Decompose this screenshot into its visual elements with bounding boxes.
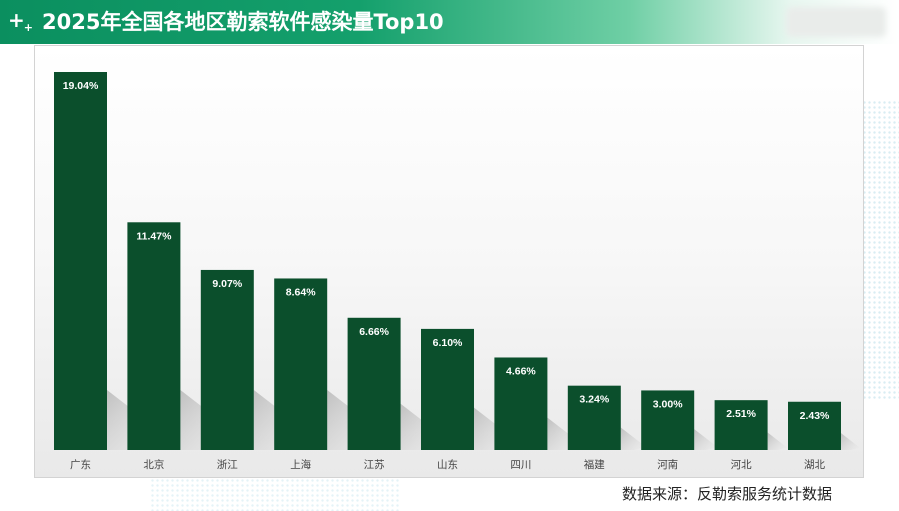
bar-shadow xyxy=(620,427,646,450)
data-source-note: 数据来源：反勒索服务统计数据 xyxy=(622,485,833,503)
bar-浙江 xyxy=(200,269,254,450)
bar-value-label: 3.24% xyxy=(579,394,609,406)
bar-shadow xyxy=(767,432,787,450)
bar-value-label: 2.51% xyxy=(726,408,756,420)
bar-value-label: 4.66% xyxy=(506,365,536,377)
bar-value-label: 19.04% xyxy=(63,80,99,92)
title-bar: ++ 2025年全国各地区勒索软件感染量Top10 xyxy=(0,0,899,44)
bar-value-label: 6.10% xyxy=(433,337,463,349)
decorative-dot-pattern-bottom xyxy=(150,478,400,511)
bar-山东 xyxy=(421,328,474,450)
bar-value-label: 6.66% xyxy=(359,326,389,338)
category-tick-label: 江苏 xyxy=(364,458,385,471)
bar-value-label: 2.43% xyxy=(800,410,830,422)
bar-四川 xyxy=(494,357,548,450)
category-tick-label: 浙江 xyxy=(217,459,238,471)
page-title: 2025年全国各地区勒索软件感染量Top10 xyxy=(42,10,444,34)
category-tick-label: 河北 xyxy=(731,459,752,471)
bar-value-label: 3.00% xyxy=(653,398,683,410)
category-tick-label: 湖北 xyxy=(804,459,825,471)
bar-湖北 xyxy=(788,401,841,450)
bar-江苏 xyxy=(347,317,401,450)
category-tick-label: 河南 xyxy=(657,458,678,471)
bar-shadow xyxy=(694,429,718,450)
bar-北京 xyxy=(127,222,181,450)
bar-上海 xyxy=(274,278,328,450)
bar-value-label: 11.47% xyxy=(136,230,172,242)
category-tick-label: 山东 xyxy=(437,458,458,471)
decorative-dot-pattern xyxy=(862,100,899,400)
category-tick-label: 广东 xyxy=(70,458,91,471)
bar-河北 xyxy=(714,400,768,450)
category-tick-label: 上海 xyxy=(290,458,311,471)
bar-value-label: 9.07% xyxy=(212,278,242,290)
bar-value-label: 8.64% xyxy=(286,286,316,298)
bar-shadow xyxy=(841,433,860,450)
bar-广东 xyxy=(54,72,107,450)
category-tick-label: 福建 xyxy=(584,458,605,471)
category-tick-label: 四川 xyxy=(510,459,531,471)
bar-福建 xyxy=(567,385,621,450)
sparkle-plus-icon: ++ xyxy=(8,8,33,34)
blurred-logo xyxy=(786,7,886,37)
bar-河南 xyxy=(641,390,695,450)
category-tick-label: 北京 xyxy=(143,458,164,471)
